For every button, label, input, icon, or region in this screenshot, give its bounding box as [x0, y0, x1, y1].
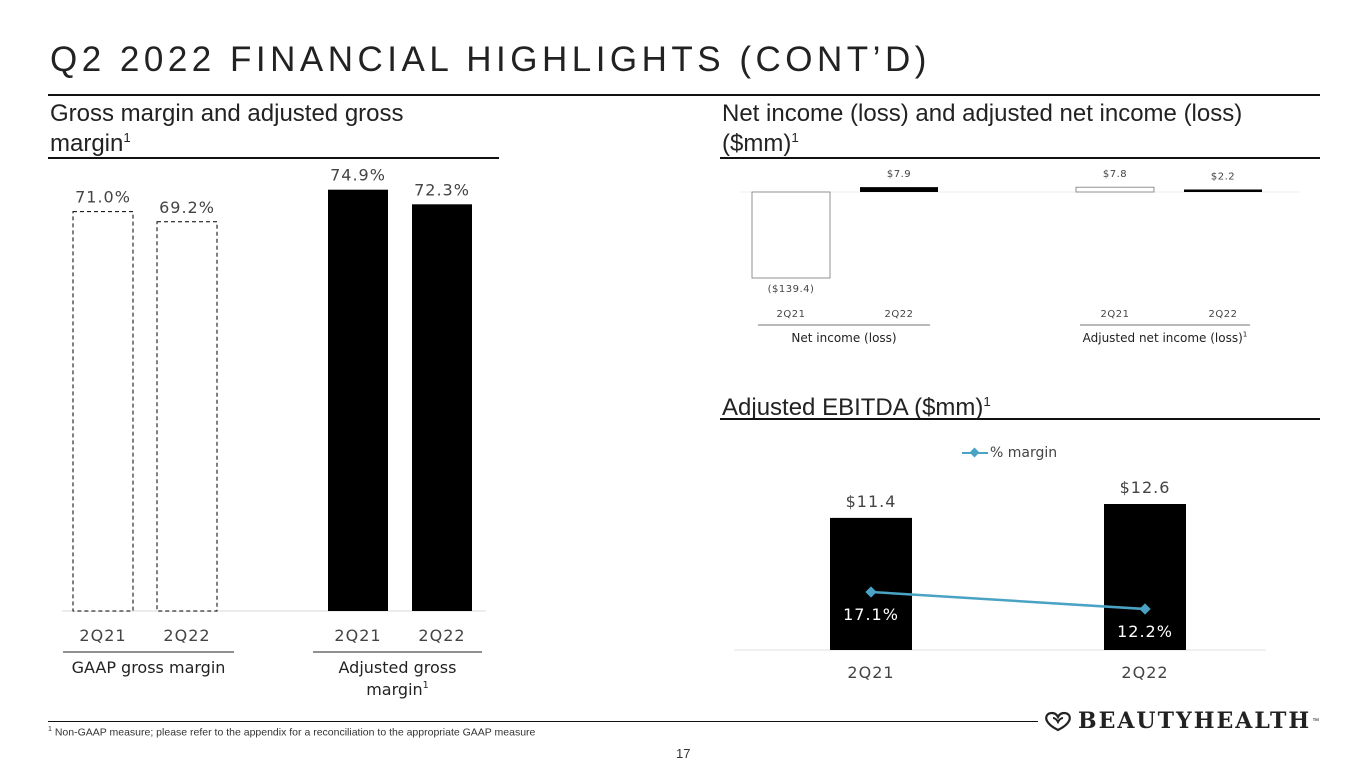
gm-category-label-0-0: 2Q21	[79, 626, 126, 645]
net-income-chart-svg: ($139.4) 2Q21 $7.9 2Q22 Net income (loss) $7.…	[740, 169, 1300, 345]
title-divider	[48, 94, 1320, 96]
ni-bar-1-1	[1184, 189, 1262, 192]
eb-bar-0	[830, 517, 912, 650]
ni-category-label-1-1: 2Q22	[1209, 309, 1238, 320]
net-income-divider	[720, 157, 1320, 159]
ebitda-chart: % margin $11.4 2Q21 $12.6 2Q22 17.1% 12.2%	[700, 425, 1330, 695]
eb-margin-label-1: 12.2%	[1117, 622, 1173, 641]
ni-category-label-1-0: 2Q21	[1101, 309, 1130, 320]
eb-bar-1	[1104, 504, 1186, 650]
ni-category-label-0-0: 2Q21	[777, 309, 806, 320]
gm-group-label-1-b: margin1	[366, 680, 429, 699]
ni-bar-0-1	[860, 187, 938, 192]
eb-value-label-1: $12.6	[1120, 478, 1171, 497]
eb-margin-point-0	[865, 586, 877, 598]
ni-group-label-1: Adjusted net income (loss)1	[1083, 330, 1248, 345]
footnote-text: Non-GAAP measure; please refer to the ap…	[54, 726, 536, 739]
ni-value-label-0-0: ($139.4)	[768, 284, 815, 295]
gross-margin-heading-sup: 1	[123, 130, 131, 145]
ebitda-heading-text: Adjusted EBITDA ($mm)	[722, 394, 984, 421]
gm-bar-0-0	[72, 211, 134, 612]
gross-margin-chart: 71.0% 2Q21 69.2% 2Q22 GAAP gross margin 74.9%…	[0, 160, 520, 710]
ni-value-label-0-1: $7.9	[887, 169, 911, 180]
gross-margin-chart-svg: 71.0% 2Q21 69.2% 2Q22 GAAP gross margin 74.9%…	[62, 166, 486, 699]
gm-value-label-0-0: 71.0%	[75, 188, 131, 207]
legend-marker-icon	[969, 447, 980, 458]
eb-category-label-1: 2Q22	[1121, 663, 1168, 682]
eb-margin-label-0: 17.1%	[843, 605, 899, 624]
ni-value-label-1-1: $2.2	[1211, 172, 1235, 183]
gross-margin-divider	[48, 157, 499, 159]
footer-divider	[48, 721, 1038, 722]
page-number: 17	[676, 746, 691, 761]
logo-text: BEAUTYHEALTH	[1078, 708, 1312, 734]
gm-value-label-1-0: 74.9%	[330, 166, 386, 185]
gm-group-label-1: Adjusted gross	[339, 658, 457, 677]
gm-category-label-1-0: 2Q21	[334, 626, 381, 645]
ebitda-chart-svg: % margin $11.4 2Q21 $12.6 2Q22 17.1% 12.2%	[734, 445, 1266, 682]
brand-logo: BEAUTYHEALTH ™	[1044, 708, 1319, 734]
net-income-heading: Net income (loss) and adjusted net incom…	[722, 99, 1302, 159]
gm-group-label-0: GAAP gross margin	[72, 658, 226, 677]
footnote-mark: 1	[48, 726, 52, 733]
net-income-chart: ($139.4) 2Q21 $7.9 2Q22 Net income (loss) $7.…	[700, 160, 1330, 360]
legend-label: % margin	[990, 445, 1057, 461]
footnote: 1 Non-GAAP measure; please refer to the …	[48, 726, 535, 739]
ni-bar-0-0	[751, 191, 831, 279]
page-title: Q2 2022 FINANCIAL HIGHLIGHTS (CONT’D)	[50, 40, 931, 79]
ni-value-label-1-0: $7.8	[1103, 169, 1127, 180]
net-income-heading-text: Net income (loss) and adjusted net incom…	[722, 100, 1243, 157]
ni-category-label-0-1: 2Q22	[885, 309, 914, 320]
gm-value-label-0-1: 69.2%	[159, 198, 215, 217]
ni-group-label-0: Net income (loss)	[791, 331, 896, 345]
gross-margin-heading-text: Gross margin and adjusted gross margin	[50, 100, 404, 157]
logo-trademark: ™	[1312, 717, 1320, 725]
gm-value-label-1-1: 72.3%	[414, 180, 470, 199]
gm-bar-1-0	[328, 189, 388, 611]
eb-margin-line	[870, 590, 1146, 611]
gm-bar-0-1	[156, 221, 218, 612]
gm-bar-1-1	[412, 204, 472, 611]
ebitda-heading-sup: 1	[983, 394, 991, 409]
eb-value-label-0: $11.4	[846, 492, 897, 511]
ebitda-heading: Adjusted EBITDA ($mm)1	[722, 393, 1302, 423]
gross-margin-heading: Gross margin and adjusted gross margin1	[50, 99, 490, 159]
gm-category-label-1-1: 2Q22	[418, 626, 465, 645]
gm-category-label-0-1: 2Q22	[163, 626, 210, 645]
net-income-heading-sup: 1	[791, 130, 799, 145]
eb-margin-point-1	[1139, 603, 1151, 615]
ni-bar-1-0	[1075, 186, 1155, 193]
eb-category-label-0: 2Q21	[847, 663, 894, 682]
heart-logo-icon	[1045, 711, 1071, 732]
ebitda-divider	[720, 418, 1320, 420]
